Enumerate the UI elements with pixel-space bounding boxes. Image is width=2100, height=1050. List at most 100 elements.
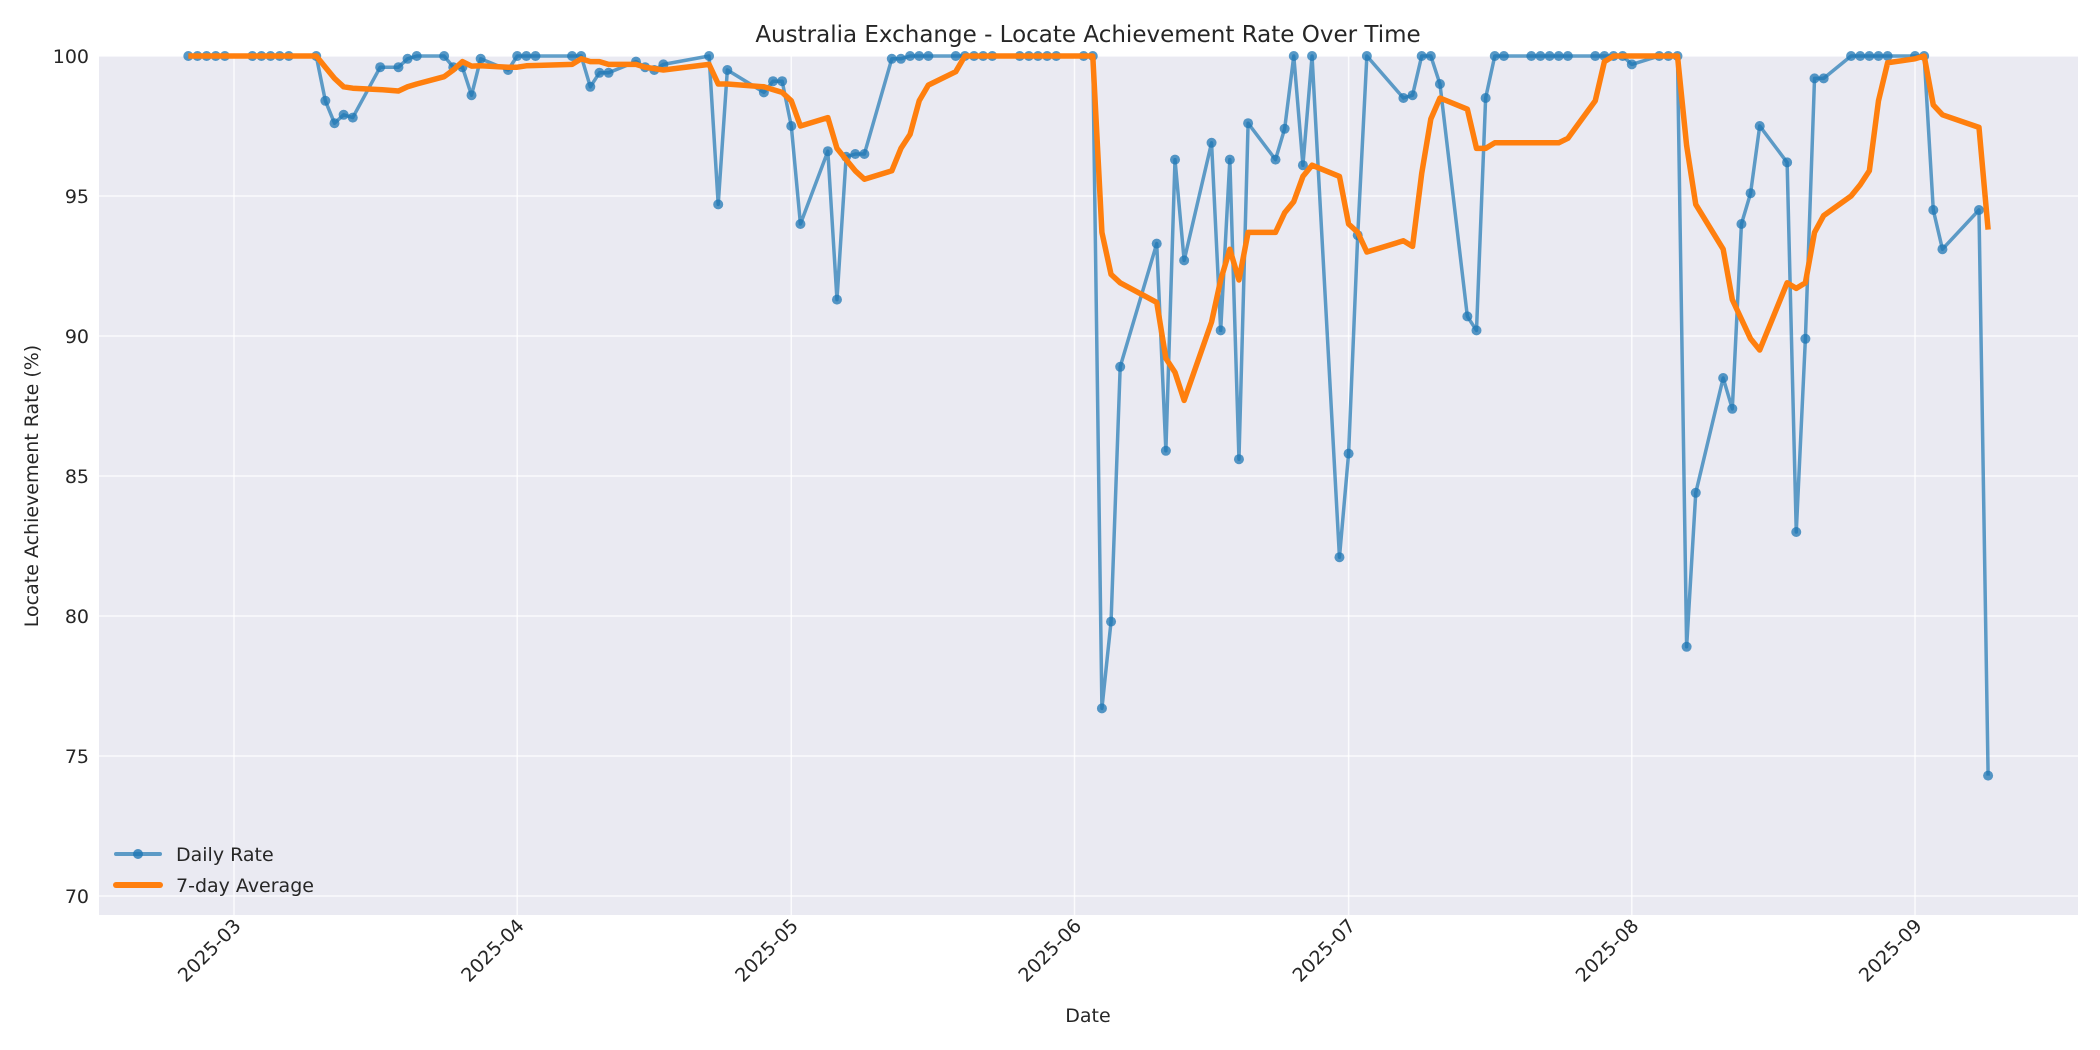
daily-rate-marker xyxy=(850,149,861,159)
daily-rate-marker xyxy=(1334,552,1345,563)
daily-rate-marker xyxy=(905,51,916,61)
y-tick-label: 80 xyxy=(65,606,89,628)
daily-rate-marker xyxy=(1243,118,1254,129)
daily-rate-marker xyxy=(439,51,450,61)
daily-rate-marker xyxy=(375,62,386,73)
daily-rate-marker xyxy=(1361,51,1372,61)
grid-lines xyxy=(99,55,2078,915)
daily-rate-marker xyxy=(347,112,358,123)
daily-rate-marker xyxy=(1398,93,1409,103)
daily-rate-marker xyxy=(1745,188,1756,199)
daily-rate-marker xyxy=(1690,487,1701,498)
daily-rate-marker xyxy=(329,118,340,129)
daily-rate-marker xyxy=(1562,51,1573,61)
daily-rate-marker xyxy=(1800,333,1811,344)
daily-rate-marker xyxy=(1809,73,1820,84)
x-tick-label: 2025-03 xyxy=(174,915,246,987)
daily-rate-marker xyxy=(1727,403,1738,414)
daily-rate-marker xyxy=(1937,244,1948,255)
daily-rate-marker xyxy=(786,121,797,131)
daily-rate-marker xyxy=(1106,616,1117,627)
legend-item-daily-rate: Daily Rate xyxy=(114,844,274,866)
daily-rate-marker xyxy=(1407,90,1418,101)
daily-rate-marker xyxy=(1151,238,1162,249)
seven-day-average-line xyxy=(188,53,1991,404)
daily-rate-marker xyxy=(1160,445,1171,456)
y-tick-label: 100 xyxy=(53,46,89,68)
daily-rate-marker xyxy=(1782,157,1793,168)
daily-rate-marker xyxy=(722,65,733,75)
legend-item-seven-day-average: 7-day Average xyxy=(113,875,314,897)
daily-rate-marker xyxy=(1270,154,1281,165)
daily-rate-marker xyxy=(768,76,779,87)
plot-area xyxy=(99,56,2078,915)
y-tick-label: 95 xyxy=(65,186,89,208)
seven-day-average-series xyxy=(188,53,1991,404)
daily-rate-marker xyxy=(475,53,486,64)
daily-rate-marker xyxy=(320,95,331,106)
chart-title: Australia Exchange - Locate Achievement … xyxy=(755,22,1420,48)
daily-rate-marker xyxy=(393,62,404,73)
daily-rate-marker xyxy=(1307,51,1318,61)
daily-rate-marker xyxy=(1416,51,1427,61)
daily-rate-marker xyxy=(1553,51,1564,61)
daily-rate-marker xyxy=(1983,770,1994,781)
daily-rate-marker xyxy=(1215,325,1226,336)
legend-label-daily-rate: Daily Rate xyxy=(176,844,274,866)
daily-rate-marker xyxy=(1681,641,1692,652)
daily-rate-marker xyxy=(1170,154,1181,165)
daily-rate-line xyxy=(188,54,1990,776)
daily-rate-marker xyxy=(567,51,578,61)
daily-rate-marker xyxy=(512,51,523,61)
legend-label-seven-day-average: 7-day Average xyxy=(176,875,314,897)
daily-rate-marker xyxy=(1973,205,1984,215)
daily-rate-marker xyxy=(950,51,961,61)
daily-rate-marker xyxy=(895,53,906,64)
daily-rate-marker xyxy=(704,51,715,61)
daily-rate-legend-marker-icon xyxy=(133,849,143,859)
daily-rate-marker xyxy=(1471,325,1482,336)
daily-rate-marker xyxy=(1818,73,1829,84)
daily-rate-marker xyxy=(466,90,477,101)
daily-rate-marker xyxy=(402,53,413,64)
x-tick-label: 2025-07 xyxy=(1288,915,1360,987)
y-axis-ticks: 70 75 80 85 90 95 100 xyxy=(53,46,89,908)
daily-rate-marker xyxy=(1791,527,1802,537)
daily-rate-marker xyxy=(411,51,422,61)
daily-rate-marker xyxy=(1855,51,1866,61)
daily-rate-marker xyxy=(1434,79,1445,89)
x-tick-label: 2025-05 xyxy=(731,915,803,987)
x-tick-label: 2025-09 xyxy=(1855,915,1927,987)
daily-rate-marker xyxy=(1526,51,1537,61)
daily-rate-marker xyxy=(1233,454,1244,465)
daily-rate-marker xyxy=(1115,361,1126,372)
daily-rate-marker xyxy=(1206,137,1217,148)
daily-rate-marker xyxy=(1535,51,1546,61)
daily-rate-marker xyxy=(831,294,842,305)
daily-rate-marker xyxy=(1626,59,1637,70)
x-tick-label: 2025-06 xyxy=(1014,915,1086,987)
daily-rate-marker xyxy=(1343,448,1354,459)
legend: Daily Rate 7-day Average xyxy=(113,844,314,897)
daily-rate-marker xyxy=(585,81,596,92)
y-tick-label: 70 xyxy=(65,886,89,908)
daily-rate-marker xyxy=(1288,51,1299,61)
daily-rate-marker xyxy=(886,53,897,64)
daily-rate-marker xyxy=(1462,311,1473,322)
daily-rate-marker xyxy=(914,51,925,61)
daily-rate-marker xyxy=(713,199,724,210)
x-tick-label: 2025-08 xyxy=(1572,915,1644,987)
daily-rate-marker xyxy=(1864,51,1875,61)
y-tick-label: 85 xyxy=(65,466,89,488)
daily-rate-marker xyxy=(1846,51,1857,61)
daily-rate-marker xyxy=(923,51,934,61)
daily-rate-marker xyxy=(1489,51,1500,61)
daily-rate-marker xyxy=(1224,154,1235,165)
daily-rate-marker xyxy=(338,109,349,120)
daily-rate-marker xyxy=(1590,51,1601,61)
daily-rate-marker xyxy=(1179,255,1190,266)
daily-rate-marker xyxy=(1544,51,1555,61)
daily-rate-marker xyxy=(795,219,806,229)
x-tick-label: 2025-04 xyxy=(457,915,529,987)
